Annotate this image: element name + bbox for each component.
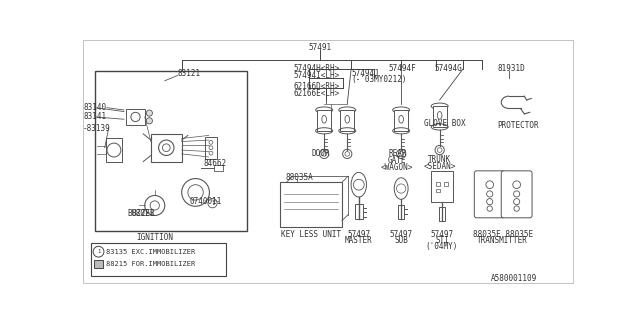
- Bar: [106, 138, 122, 162]
- Bar: [126, 109, 145, 124]
- Text: TRUNK: TRUNK: [428, 155, 451, 164]
- Text: REAR: REAR: [388, 149, 406, 158]
- Bar: [394, 110, 408, 131]
- Text: STI: STI: [435, 236, 449, 245]
- Bar: [317, 110, 331, 131]
- Text: SUB: SUB: [394, 236, 408, 245]
- Text: 83135 EXC.IMMOBILIZER: 83135 EXC.IMMOBILIZER: [106, 249, 195, 255]
- FancyBboxPatch shape: [474, 171, 505, 218]
- Text: 1: 1: [97, 249, 100, 254]
- Text: 88035E 88035E: 88035E 88035E: [473, 230, 533, 239]
- Bar: [398, 205, 404, 219]
- Text: GLOVE BOX: GLOVE BOX: [424, 119, 466, 128]
- Text: BUZZER: BUZZER: [128, 209, 156, 218]
- Text: -83139: -83139: [83, 124, 110, 133]
- Text: 88035A: 88035A: [285, 172, 314, 181]
- Text: 57494J: 57494J: [351, 68, 379, 77]
- FancyBboxPatch shape: [501, 171, 532, 218]
- Text: 62166D<RH>: 62166D<RH>: [293, 82, 340, 91]
- Text: 57494H<RH>: 57494H<RH>: [293, 64, 340, 73]
- Bar: [355, 204, 363, 219]
- Text: 81931D: 81931D: [497, 64, 525, 73]
- Text: 57494F: 57494F: [388, 64, 416, 73]
- Text: A580001109: A580001109: [491, 274, 538, 283]
- Text: 88215 FOR.IMMOBILIZER: 88215 FOR.IMMOBILIZER: [106, 261, 195, 267]
- Bar: [431, 171, 452, 202]
- Text: MASTER: MASTER: [345, 236, 372, 245]
- Text: IGNITION: IGNITION: [136, 233, 173, 242]
- Text: <WAGON>: <WAGON>: [381, 163, 413, 172]
- Text: ('04MY): ('04MY): [426, 242, 458, 251]
- Bar: [439, 207, 445, 221]
- Bar: [280, 182, 342, 227]
- Bar: [95, 71, 247, 231]
- Text: 83121: 83121: [178, 68, 201, 77]
- Bar: [340, 110, 354, 131]
- Bar: [205, 137, 217, 158]
- Bar: [214, 165, 223, 171]
- Text: <SEDAN>: <SEDAN>: [424, 162, 456, 171]
- Text: 57497: 57497: [430, 230, 454, 239]
- Text: 0740011: 0740011: [189, 197, 222, 206]
- Text: PROTECTOR: PROTECTOR: [497, 121, 539, 130]
- Text: (-'03MY0212): (-'03MY0212): [351, 75, 406, 84]
- Text: 83141: 83141: [84, 112, 107, 121]
- Text: 84662: 84662: [204, 159, 227, 168]
- Bar: [91, 243, 225, 276]
- Text: 1: 1: [211, 201, 214, 206]
- Circle shape: [147, 110, 152, 116]
- Bar: [94, 260, 103, 268]
- Text: 88021: 88021: [132, 209, 155, 218]
- Circle shape: [93, 246, 104, 257]
- Bar: [444, 182, 448, 186]
- Text: 57494G: 57494G: [435, 64, 462, 73]
- Circle shape: [208, 198, 217, 208]
- Text: DOOR: DOOR: [311, 149, 330, 158]
- Bar: [151, 134, 182, 162]
- Bar: [433, 106, 447, 127]
- Bar: [436, 182, 440, 186]
- Text: 57494I<LH>: 57494I<LH>: [293, 71, 340, 80]
- Text: TRANSMITTER: TRANSMITTER: [477, 236, 528, 245]
- Text: 57497: 57497: [390, 230, 413, 239]
- Text: KEY LESS UNIT: KEY LESS UNIT: [281, 230, 341, 239]
- Text: GATE: GATE: [388, 156, 406, 165]
- Circle shape: [147, 118, 152, 124]
- Text: 83140: 83140: [84, 103, 107, 112]
- Text: 57497: 57497: [348, 230, 371, 239]
- Text: 62166E<LH>: 62166E<LH>: [293, 89, 340, 98]
- Text: 57491: 57491: [308, 43, 332, 52]
- Bar: [436, 188, 440, 192]
